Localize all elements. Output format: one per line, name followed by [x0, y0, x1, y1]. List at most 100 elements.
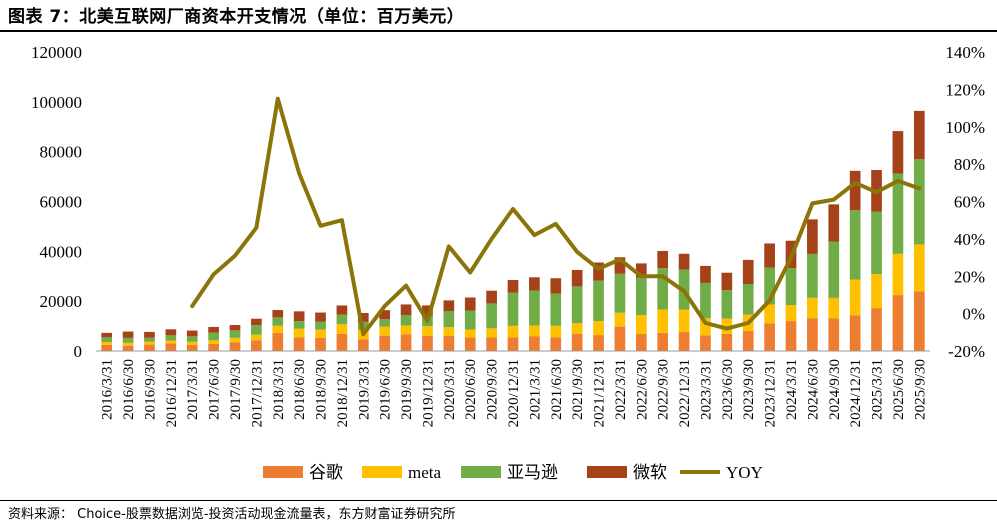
bar-segment — [272, 332, 284, 351]
x-tick-label: 2021/6/30 — [549, 359, 565, 420]
chart-title: 图表 7：北美互联网厂商资本开支情况（单位：百万美元） — [8, 7, 465, 27]
bar-segment — [529, 290, 540, 326]
bar-segment — [315, 329, 326, 338]
x-tick-label: 2016/9/30 — [143, 359, 159, 420]
bar-segment — [293, 328, 305, 338]
bar-segment — [379, 310, 391, 320]
bar-segment — [144, 341, 155, 345]
bar-segment — [764, 267, 775, 305]
yoy-line — [190, 96, 922, 337]
bar-segment — [871, 274, 882, 309]
bar-segment — [657, 332, 669, 351]
bar-segment — [293, 337, 305, 351]
bar-segment — [721, 333, 733, 351]
bar-segment — [379, 326, 391, 336]
y-right-tick-label: -20% — [948, 342, 985, 361]
bar-segment — [635, 315, 647, 334]
x-tick-label: 2024/9/30 — [827, 359, 843, 420]
bar-segment — [507, 337, 519, 351]
bar-segment — [871, 211, 882, 275]
legend-label: YOY — [726, 463, 763, 482]
x-tick-label: 2019/12/31 — [421, 359, 437, 427]
bar-segment — [507, 292, 519, 326]
bar-segment — [635, 277, 647, 316]
bar-segment — [529, 336, 540, 351]
y-left-tick-label: 40000 — [40, 242, 83, 261]
y-right-tick-label: 80% — [954, 155, 985, 174]
bar-segment — [186, 341, 198, 345]
bar-segment — [550, 278, 562, 294]
x-tick-label: 2025/3/31 — [870, 359, 886, 420]
bar-segment — [443, 336, 455, 351]
y-left-tick-label: 80000 — [40, 143, 83, 162]
bar-segment — [913, 244, 925, 292]
bar-segment — [913, 159, 925, 245]
y-left-tick-label: 0 — [74, 342, 83, 361]
bar-segment — [464, 310, 476, 330]
x-tick-label: 2021/12/31 — [592, 359, 608, 427]
bar-segment — [443, 310, 455, 328]
x-tick-label: 2024/12/31 — [848, 359, 864, 427]
bar-segment — [785, 305, 797, 322]
bar-segment — [892, 173, 904, 254]
bar-segment — [165, 335, 177, 341]
bar-segment — [315, 337, 326, 351]
bar-segment — [272, 325, 284, 333]
y-right-tick-label: 100% — [945, 118, 985, 137]
bar-segment — [529, 277, 540, 291]
bar-segment — [700, 335, 711, 351]
bar-segment — [486, 328, 497, 338]
bar-segment — [700, 265, 711, 283]
bar-segment — [272, 317, 284, 326]
bar-segment — [657, 309, 669, 333]
x-tick-label: 2023/9/30 — [741, 359, 757, 420]
bar-segment — [251, 325, 262, 335]
bar-segment — [678, 309, 690, 333]
bar-segment — [807, 253, 818, 298]
bar-segment — [678, 253, 690, 270]
bar-segment — [464, 337, 476, 351]
x-tick-label: 2016/12/31 — [164, 359, 180, 427]
bar-segment — [464, 329, 476, 338]
bar-segment — [357, 313, 369, 322]
x-tick-label: 2017/6/30 — [207, 359, 223, 420]
y-left-tick-label: 100000 — [31, 93, 82, 112]
bar-segment — [742, 283, 754, 315]
bar-segment — [229, 342, 241, 351]
legend-label: meta — [408, 463, 441, 482]
bar-segment — [101, 342, 113, 345]
bar-segment — [229, 325, 241, 331]
y-left-tick-label: 60000 — [40, 193, 83, 212]
bar-segment — [892, 295, 904, 351]
bar-segment — [892, 253, 904, 296]
bar-segment — [764, 323, 775, 351]
capex-chart: 0 20000 40000 60000 80000 100000 120000 -20% 0%… — [31, 43, 985, 482]
bar-segment — [593, 335, 604, 351]
left-axis-ticks: 0 20000 40000 60000 80000 100000 120000 — [31, 43, 82, 361]
bar-segment — [122, 342, 134, 346]
bar-segment — [101, 337, 113, 343]
x-tick-label: 2024/6/30 — [805, 359, 821, 420]
bar-segment — [913, 110, 925, 160]
bar-segment — [400, 304, 412, 316]
bar-segment — [379, 335, 391, 351]
bar-segment — [571, 269, 583, 287]
bar-segment — [550, 325, 562, 338]
bar-segment — [657, 250, 669, 269]
bar-segment — [721, 272, 733, 291]
legend-swatch — [461, 466, 501, 478]
bar-segment — [422, 335, 433, 351]
x-tick-label: 2018/9/30 — [314, 359, 330, 420]
x-tick-label: 2019/6/30 — [378, 359, 394, 420]
bar-segment — [571, 334, 583, 351]
bar-segment — [464, 297, 476, 311]
x-tick-label: 2018/3/31 — [271, 359, 287, 420]
bar-segment — [144, 344, 155, 351]
bar-segment — [614, 326, 626, 351]
bar-segment — [849, 210, 861, 280]
bar-segment — [101, 344, 113, 351]
bar-segment — [400, 315, 412, 326]
bar-segment — [571, 323, 583, 335]
bar-segment — [742, 330, 754, 351]
x-tick-label: 2022/6/30 — [634, 359, 650, 420]
